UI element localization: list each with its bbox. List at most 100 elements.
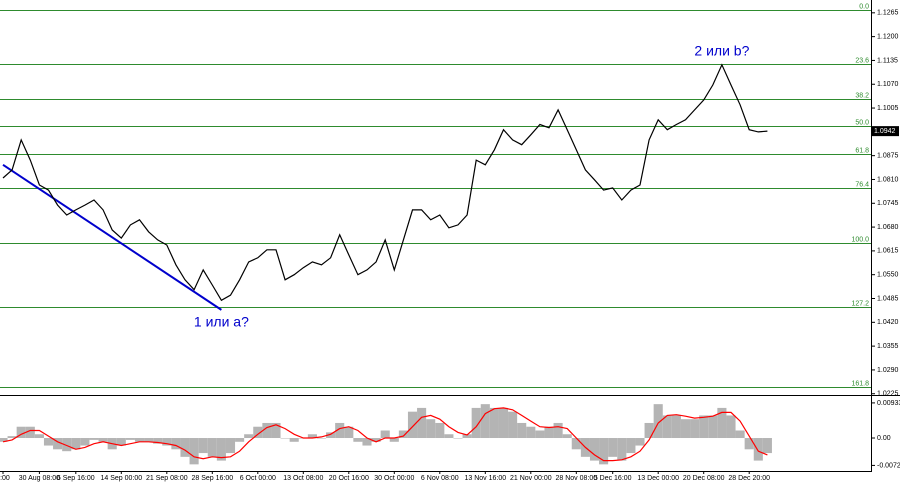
histogram-bar bbox=[34, 434, 44, 439]
histogram-bar bbox=[690, 419, 700, 439]
x-tick-label: 0:00 bbox=[0, 475, 10, 482]
fib-label: 100.0 bbox=[851, 236, 869, 243]
y-tick-label: 0.00 bbox=[877, 435, 891, 442]
histogram-bar bbox=[353, 438, 363, 442]
histogram-bar bbox=[326, 432, 336, 439]
signal-line bbox=[2, 407, 768, 462]
histogram-bar bbox=[653, 404, 663, 439]
histogram-bar bbox=[225, 438, 236, 454]
histogram-bar bbox=[708, 415, 718, 439]
fib-label: 0.0 bbox=[859, 3, 869, 10]
y-tick-label: 1.0810 bbox=[877, 176, 899, 183]
histogram-bar bbox=[216, 438, 226, 461]
annotation: 1 или a? bbox=[194, 314, 249, 330]
histogram-bar bbox=[589, 438, 600, 461]
histogram-bar bbox=[98, 438, 108, 442]
y-tick-label: 1.0875 bbox=[877, 153, 899, 160]
histogram-bar bbox=[43, 438, 54, 446]
fib-label: 61.8 bbox=[855, 147, 869, 154]
x-tick-label: 6 Nov 08:00 bbox=[421, 475, 459, 482]
histogram-bar bbox=[71, 438, 81, 450]
x-tick-label: 28 Nov 08:00 bbox=[555, 475, 597, 482]
histogram-bar bbox=[744, 438, 754, 450]
annotation: 2 или b? bbox=[694, 42, 749, 58]
x-tick-label: 13 Nov 16:00 bbox=[464, 475, 506, 482]
x-tick-label: 13 Dec 00:00 bbox=[637, 475, 679, 482]
y-tick-label: 1.0355 bbox=[877, 343, 899, 350]
histogram-bar bbox=[380, 430, 390, 439]
histogram-bar bbox=[25, 426, 35, 439]
histogram-bar bbox=[207, 438, 217, 457]
histogram-bar bbox=[316, 438, 327, 439]
y-tick-label: 1.1265 bbox=[877, 10, 899, 17]
histogram-bar bbox=[608, 438, 618, 457]
histogram-bar bbox=[435, 422, 445, 439]
histogram-bar bbox=[762, 438, 772, 454]
histogram-bar bbox=[526, 426, 536, 439]
histogram-bar bbox=[125, 438, 135, 440]
x-tick-label: 6 Sep 16:00 bbox=[57, 475, 95, 482]
histogram-bar bbox=[735, 430, 745, 439]
last-price-box bbox=[872, 126, 899, 137]
histogram-bar bbox=[244, 434, 254, 439]
histogram-bar bbox=[407, 411, 418, 439]
histogram-bar bbox=[417, 407, 427, 439]
trendline bbox=[2, 163, 222, 311]
histogram-bar bbox=[680, 419, 691, 439]
x-tick-label: 20 Oct 16:00 bbox=[329, 475, 369, 482]
y-tick-label: 1.1200 bbox=[877, 33, 899, 40]
x-tick-label: 5 Dec 16:00 bbox=[594, 475, 632, 482]
histogram-bar bbox=[116, 438, 126, 446]
histogram-bar bbox=[307, 434, 317, 439]
y-tick-label: 1.1070 bbox=[877, 81, 899, 88]
y-tick-label: 1.0680 bbox=[877, 224, 899, 231]
histogram-bar bbox=[471, 407, 481, 439]
histogram-bar bbox=[153, 438, 163, 444]
histogram-bar bbox=[80, 438, 90, 446]
histogram-bar bbox=[462, 434, 472, 439]
y-tick-label: 1.1005 bbox=[877, 105, 899, 112]
histogram-bar bbox=[508, 411, 518, 439]
y-tick-label: 1.0550 bbox=[877, 272, 899, 279]
histogram-bar bbox=[253, 426, 263, 439]
histogram-bar bbox=[544, 426, 554, 439]
histogram-bar bbox=[444, 434, 454, 439]
x-tick-label: 30 Aug 08:00 bbox=[19, 475, 60, 482]
histogram-bar bbox=[171, 438, 181, 450]
histogram-bar bbox=[144, 438, 154, 442]
histogram-bar bbox=[517, 422, 527, 439]
y-tick-label: 1.0290 bbox=[877, 367, 899, 374]
histogram-bar bbox=[671, 415, 681, 439]
histogram-bar bbox=[699, 415, 709, 439]
x-tick-label: 30 Oct 00:00 bbox=[374, 475, 414, 482]
histogram-bar bbox=[662, 415, 672, 439]
histogram-bar bbox=[571, 438, 581, 450]
x-tick-label: 14 Sep 00:00 bbox=[100, 475, 142, 482]
histogram-bar bbox=[726, 415, 736, 439]
histogram-bar bbox=[644, 422, 654, 439]
x-tick-label: 13 Oct 08:00 bbox=[283, 475, 323, 482]
histogram-bar bbox=[717, 407, 727, 439]
histogram-bar bbox=[0, 438, 8, 442]
y-tick-label: 0.00933 bbox=[877, 400, 900, 407]
histogram-bar bbox=[134, 438, 145, 442]
x-tick-label: 20 Dec 08:00 bbox=[683, 475, 725, 482]
histogram-bar bbox=[498, 407, 509, 439]
fib-label: 38.2 bbox=[855, 92, 869, 99]
x-tick-label: 28 Dec 20:00 bbox=[728, 475, 770, 482]
histogram-bar bbox=[180, 438, 190, 457]
y-tick-label: 1.0745 bbox=[877, 200, 899, 207]
histogram-bar bbox=[398, 430, 408, 439]
histogram-bar bbox=[753, 438, 763, 461]
histogram-bar bbox=[262, 422, 272, 439]
fib-label: 76.4 bbox=[855, 181, 869, 188]
histogram-bar bbox=[344, 426, 354, 439]
histogram-bar bbox=[289, 438, 299, 442]
histogram-bar bbox=[62, 438, 72, 452]
histogram-bar bbox=[280, 438, 290, 439]
histogram-bar bbox=[89, 438, 99, 440]
histogram-bar bbox=[198, 438, 208, 454]
histogram-bar bbox=[335, 422, 345, 439]
